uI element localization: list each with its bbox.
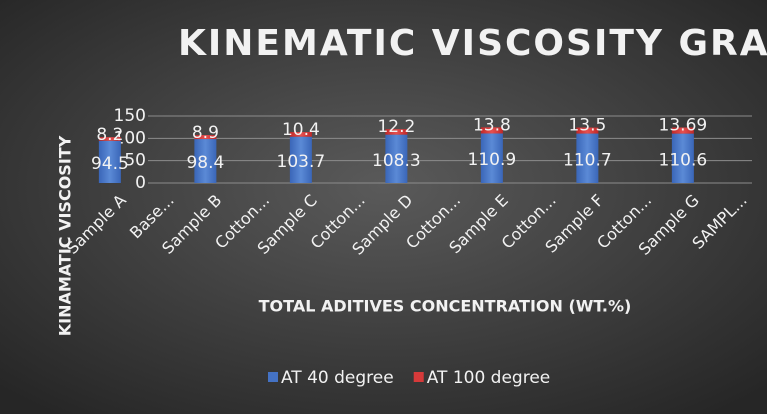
value-label: 12.2: [377, 117, 415, 137]
bar: [289, 136, 312, 183]
legend-label: AT 100 degree: [427, 368, 551, 388]
value-label: 110.7: [563, 150, 612, 170]
value-label: 10.4: [282, 120, 320, 140]
value-label: 108.3: [372, 151, 421, 171]
bar: [385, 129, 408, 135]
legend-label: AT 40 degree: [281, 368, 394, 388]
bar: [385, 134, 408, 183]
value-label: 8.9: [192, 123, 219, 143]
bar: [480, 133, 503, 183]
bar: [98, 140, 121, 183]
bar: [98, 137, 121, 141]
value-label: 94.5: [91, 154, 129, 174]
legend-marker: [268, 372, 278, 382]
bar: [194, 139, 217, 183]
bar: [194, 135, 217, 140]
value-label: 110.6: [659, 150, 708, 170]
x-axis-label: TOTAL ADITIVES CONCENTRATION (WT.%): [259, 297, 632, 316]
y-tick-label: 100: [114, 128, 146, 148]
bar: [576, 133, 599, 183]
y-tick-label: 0: [135, 173, 146, 193]
bar: [289, 132, 312, 137]
value-label: 103.7: [277, 152, 326, 172]
value-label: 110.9: [468, 150, 517, 170]
legend-marker: [413, 372, 424, 382]
y-axis-label: KINAMATIC VISCOSITY: [56, 135, 75, 336]
value-label: 13.8: [473, 115, 511, 135]
bar: [671, 127, 694, 134]
value-label: 13.69: [659, 115, 708, 135]
y-tick-label: 50: [124, 151, 146, 171]
bar: [671, 133, 694, 183]
bar: [576, 127, 599, 134]
chart-title: KINEMATIC VISCOSITY GRAPH: [178, 23, 767, 64]
y-tick-label: 150: [114, 106, 146, 126]
value-label: 13.5: [568, 116, 606, 136]
value-label: 8.2: [96, 125, 123, 145]
value-label: 98.4: [186, 153, 224, 173]
bar: [480, 127, 503, 134]
